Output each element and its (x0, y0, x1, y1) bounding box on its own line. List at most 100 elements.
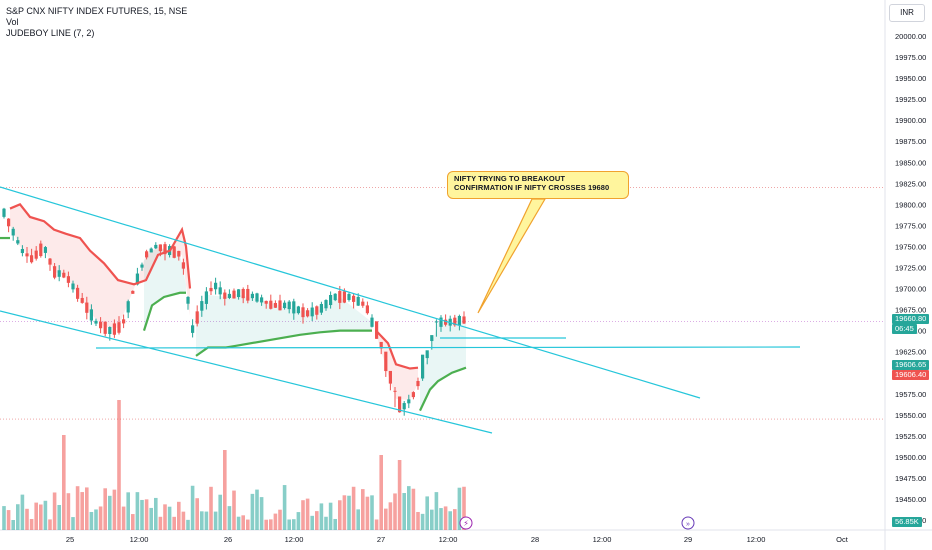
volume-bar (223, 450, 227, 530)
price-tick: 19950.00 (895, 74, 926, 83)
judeboy-bands (10, 204, 466, 411)
volume-bar (158, 516, 163, 530)
trend-drawings[interactable] (0, 186, 801, 434)
volume-bar (296, 512, 301, 530)
candle-body (126, 301, 130, 313)
price-tick: 19900.00 (895, 116, 926, 125)
volume-bar (66, 493, 71, 530)
price-tick: 19500.00 (895, 453, 926, 462)
price-tick: 19525.00 (895, 432, 926, 441)
callout-tail (477, 198, 547, 314)
volume-bar (108, 495, 112, 530)
band-fill (144, 248, 186, 331)
candle-body (260, 297, 264, 303)
volume-bar (52, 492, 57, 530)
candle-body (255, 293, 259, 302)
time-tick: 29 (684, 535, 692, 544)
channel-upper-line[interactable] (0, 186, 701, 399)
volume-bar (172, 516, 176, 530)
band-fill (10, 204, 190, 328)
candle-body (388, 370, 392, 384)
volume-bar (25, 508, 29, 530)
time-tick: 27 (377, 535, 385, 544)
volume-bar (186, 519, 190, 530)
candle-body (149, 248, 153, 253)
volume-bar (310, 515, 314, 530)
volume-bar (140, 499, 144, 530)
candle-body (329, 295, 333, 306)
lightning-icon[interactable] (459, 516, 473, 530)
horizontal-levels (0, 187, 885, 420)
volume-bar (190, 485, 195, 530)
candle-body (25, 253, 29, 257)
lightning-glyph: ⚡ (463, 519, 469, 528)
annotation-callout[interactable]: NIFTY TRYING TO BREAKOUT CONFIRMATION IF… (447, 171, 629, 199)
volume-label[interactable]: Vol (6, 17, 19, 27)
price-tick: 19550.00 (895, 411, 926, 420)
volume-bar (209, 486, 213, 530)
time-icons[interactable]: ⚡» (459, 516, 695, 530)
support-horizontal-line[interactable] (95, 346, 801, 349)
candle-body (122, 319, 126, 324)
time-tick: 25 (66, 535, 74, 544)
candle-body (2, 208, 6, 217)
annotation-line-2: CONFIRMATION IF NIFTY CROSSES 19680 (454, 183, 610, 192)
candle-body (333, 293, 337, 301)
price-tick: 19575.00 (895, 390, 926, 399)
candle-body (218, 287, 222, 295)
volume-bar (144, 499, 149, 530)
countdown-tag: 06:45 (892, 324, 917, 334)
volume-bar (71, 517, 75, 530)
volume-bar (94, 509, 98, 530)
time-tick: 12:00 (130, 535, 149, 544)
currency-button[interactable]: INR (889, 4, 925, 22)
volume-bar (154, 497, 158, 530)
volume-bar (448, 511, 452, 530)
candle-body (140, 264, 144, 268)
price-tick: 20000.00 (895, 32, 926, 41)
volume-bar (6, 510, 11, 530)
support-lower-tag: 19606.40 (892, 370, 930, 380)
candle-body (108, 327, 112, 335)
volume-bar (393, 493, 397, 530)
chart-legend: S&P CNX NIFTY INDEX FUTURES, 15, NSE Vol… (6, 6, 187, 39)
candle-body (319, 303, 323, 313)
candle-body (214, 282, 218, 290)
channel-lower-line[interactable] (0, 310, 493, 434)
candle-body (131, 290, 135, 294)
candle-body (154, 244, 158, 249)
volume-bar (16, 504, 20, 530)
volume-bar (218, 494, 222, 530)
candle-body (209, 287, 213, 292)
candle-body (425, 350, 429, 359)
volume-bar (365, 496, 370, 530)
candle-body (7, 218, 11, 227)
candle-body (117, 322, 121, 333)
volume-bar (264, 519, 268, 530)
candle-body (43, 247, 47, 253)
candle-body (30, 255, 34, 263)
volume-bar (282, 485, 287, 530)
volume-bar (333, 518, 337, 530)
price-tick: 19825.00 (895, 179, 926, 188)
volume-bar (301, 500, 305, 530)
candle-body (264, 300, 268, 304)
indicator-label[interactable]: JUDEBOY LINE (7, 2) (6, 28, 95, 38)
symbol-title[interactable]: S&P CNX NIFTY INDEX FUTURES, 15, NSE (6, 6, 188, 16)
price-axis[interactable] (885, 0, 932, 530)
candle-body (453, 317, 457, 326)
volume-bar (227, 506, 232, 530)
candle-body (393, 390, 397, 392)
volume-bar (75, 486, 80, 530)
time-tick: 28 (531, 535, 539, 544)
volume-bar (397, 460, 402, 530)
volume-bar (416, 511, 420, 530)
price-tick: 19925.00 (895, 95, 926, 104)
fast-forward-icon[interactable] (681, 516, 695, 530)
volume-bar (420, 513, 425, 530)
candle-body (379, 341, 383, 349)
candle-body (204, 291, 208, 304)
volume-bar (255, 489, 259, 530)
time-tick: Oct (836, 535, 849, 544)
